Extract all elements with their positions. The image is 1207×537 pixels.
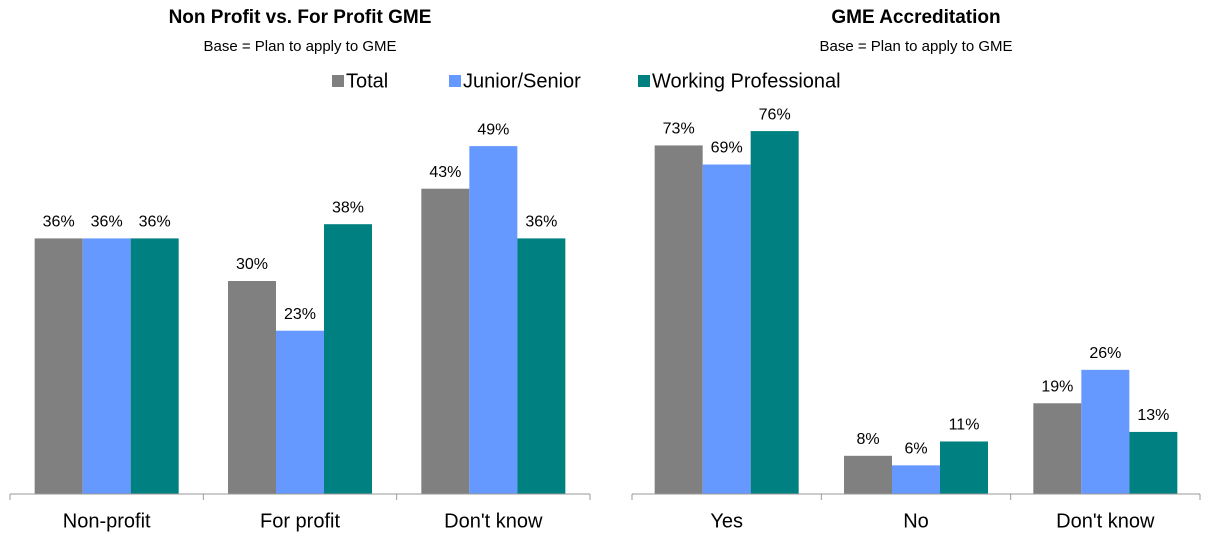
value-label: 76% bbox=[759, 106, 791, 123]
value-label: 38% bbox=[332, 199, 364, 216]
value-label: 23% bbox=[284, 306, 316, 323]
value-label: 13% bbox=[1137, 407, 1169, 424]
legend-label: Total bbox=[346, 70, 388, 92]
bar bbox=[82, 238, 131, 494]
bar bbox=[654, 145, 703, 495]
legend-swatch bbox=[449, 75, 461, 87]
value-label: 36% bbox=[139, 214, 171, 231]
bar bbox=[228, 281, 276, 494]
bar bbox=[469, 146, 518, 494]
value-label: 6% bbox=[904, 441, 927, 458]
bar bbox=[34, 238, 83, 494]
bar bbox=[130, 238, 179, 494]
x-tick-label: Non-profit bbox=[63, 510, 151, 532]
bar bbox=[750, 131, 799, 494]
x-tick-label: No bbox=[903, 510, 929, 532]
value-label: 69% bbox=[711, 140, 743, 157]
value-label: 49% bbox=[477, 121, 509, 138]
value-label: 73% bbox=[663, 121, 695, 138]
x-tick-label: Don't know bbox=[1056, 510, 1155, 532]
value-label: 8% bbox=[856, 431, 879, 448]
legend-swatch bbox=[332, 75, 344, 87]
legend-label: Junior/Senior bbox=[463, 70, 581, 92]
x-tick-label: For profit bbox=[260, 510, 340, 532]
chart-title: Non Profit vs. For Profit GME bbox=[169, 7, 432, 28]
legend-label: Working Professional bbox=[652, 70, 841, 92]
value-label: 36% bbox=[525, 214, 557, 231]
chart-subtitle: Base = Plan to apply to GME bbox=[203, 38, 396, 55]
bar bbox=[1081, 369, 1130, 494]
value-label: 26% bbox=[1089, 345, 1121, 362]
chart-subtitle: Base = Plan to apply to GME bbox=[819, 38, 1012, 55]
bar bbox=[1129, 431, 1178, 494]
bar bbox=[844, 455, 892, 494]
bar bbox=[892, 465, 940, 494]
x-tick-label: Yes bbox=[710, 510, 743, 532]
value-label: 43% bbox=[429, 164, 461, 181]
bar bbox=[1033, 403, 1082, 494]
bar bbox=[324, 224, 372, 494]
bar bbox=[421, 188, 470, 494]
value-label: 36% bbox=[43, 214, 75, 231]
value-label: 30% bbox=[236, 256, 268, 273]
bar bbox=[276, 330, 324, 494]
bar bbox=[702, 164, 751, 494]
bar bbox=[940, 441, 988, 494]
chart-title: GME Accreditation bbox=[831, 7, 1000, 28]
value-label: 36% bbox=[91, 214, 123, 231]
value-label: 11% bbox=[949, 417, 980, 434]
bar bbox=[517, 238, 566, 494]
value-label: 19% bbox=[1041, 378, 1073, 395]
x-tick-label: Don't know bbox=[444, 510, 543, 532]
legend-swatch bbox=[638, 75, 650, 87]
